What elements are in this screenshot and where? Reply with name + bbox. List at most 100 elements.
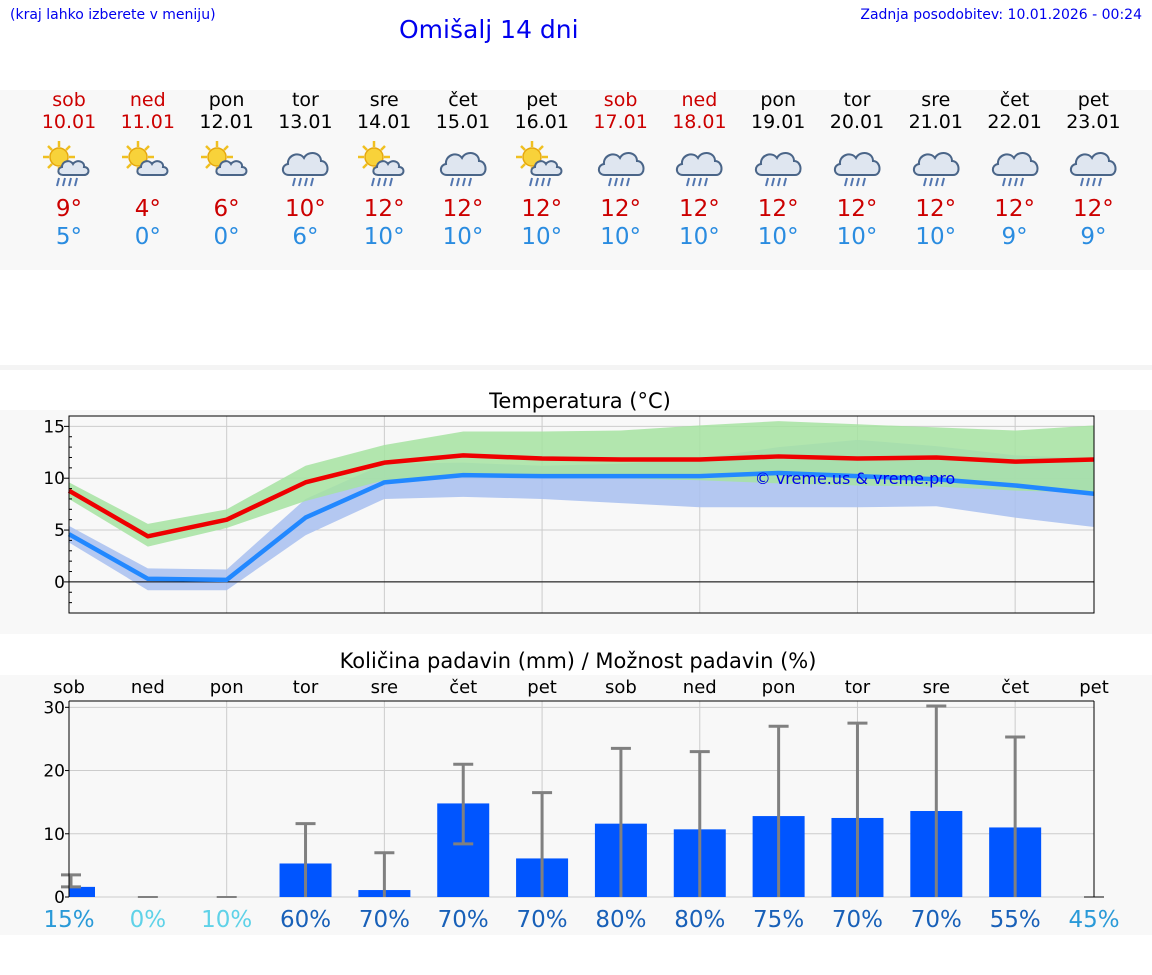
temp-min: 9° xyxy=(1001,224,1028,250)
day-column: sob 17.01 12° 10° xyxy=(581,89,660,251)
precip-probability: 0% xyxy=(130,907,167,933)
day-date: 10.01 xyxy=(41,111,97,133)
precip-day-label: sob xyxy=(53,677,85,698)
precip-probability: 80% xyxy=(674,907,725,933)
day-name: pet xyxy=(1077,89,1109,111)
precip-tick-label: 0 xyxy=(54,888,65,908)
day-date: 23.01 xyxy=(1066,111,1121,133)
precipitation-title: Količina padavin (mm) / Možnost padavin … xyxy=(340,649,817,673)
temp-min: 10° xyxy=(442,224,484,250)
day-name: pet xyxy=(526,89,558,111)
precip-probability: 80% xyxy=(595,907,646,933)
cloud-rain-icon xyxy=(896,137,975,193)
day-date: 12.01 xyxy=(199,111,254,133)
precip-probability: 55% xyxy=(990,907,1041,933)
sun-cloud-rain-icon xyxy=(345,137,424,193)
day-column: tor 13.01 10° 6° xyxy=(266,89,345,251)
temp-max: 12° xyxy=(600,196,641,222)
day-name: sob xyxy=(603,89,638,111)
location-hint[interactable]: (kraj lahko izberete v meniju) xyxy=(10,7,216,23)
temp-max: 9° xyxy=(55,196,83,222)
cloud-rain-icon xyxy=(818,137,897,193)
temperature-title: Temperatura (°C) xyxy=(488,389,671,413)
day-name: ned xyxy=(129,89,166,111)
day-column: pet 23.01 12° 9° xyxy=(1054,89,1133,251)
precip-day-label: pet xyxy=(1079,677,1109,698)
precip-day-label: ned xyxy=(683,677,717,698)
page-title: Omišalj 14 dni xyxy=(399,15,579,44)
temp-min: 6° xyxy=(292,224,319,250)
day-date: 22.01 xyxy=(987,111,1042,133)
temp-max: 4° xyxy=(134,196,161,222)
temp-min: 10° xyxy=(915,224,957,250)
day-column: čet 15.01 12° 10° xyxy=(424,89,503,251)
min-temp-line xyxy=(67,470,1095,583)
day-column: pon 19.01 12° 10° xyxy=(739,89,818,251)
sun-cloud-rain-icon xyxy=(30,137,109,193)
day-name: pon xyxy=(208,89,245,111)
temp-min: 5° xyxy=(55,224,83,250)
cloud-rain-icon xyxy=(424,137,503,193)
temp-tick-label: 15 xyxy=(43,417,65,437)
day-date: 14.01 xyxy=(356,111,412,133)
cloud-rain-icon xyxy=(581,137,660,193)
sun-cloud-icon xyxy=(187,137,266,193)
temp-tick-label: 5 xyxy=(54,521,65,541)
precip-tick-label: 30 xyxy=(43,698,65,718)
precip-probability: 70% xyxy=(911,907,962,933)
temp-max: 12° xyxy=(757,196,799,222)
precip-probability: 75% xyxy=(753,907,804,933)
temp-max: 12° xyxy=(363,196,405,222)
day-column: tor 20.01 12° 10° xyxy=(818,89,897,251)
day-name: pon xyxy=(760,89,797,111)
temp-max: 12° xyxy=(679,196,720,222)
temp-max: 10° xyxy=(285,196,326,222)
temp-max: 12° xyxy=(836,196,878,222)
temp-min: 9° xyxy=(1080,224,1107,250)
precip-probability: 70% xyxy=(359,907,410,933)
day-column: pet 16.01 12° 10° xyxy=(502,89,581,251)
day-date: 11.01 xyxy=(120,111,175,133)
day-date: 20.01 xyxy=(829,111,885,133)
day-name: sre xyxy=(921,89,951,111)
precip-day-label: čet xyxy=(1001,677,1029,698)
temperature-chart: Temperatura (°C) © vreme.us & vreme.pro 0 5… xyxy=(43,389,1095,614)
temperature-frame xyxy=(68,415,1095,614)
forecast-band xyxy=(0,90,1152,270)
precipitation-chart: Količina padavin (mm) / Možnost padavin … xyxy=(43,649,1119,933)
temp-min: 10° xyxy=(521,224,563,250)
day-column: čet 22.01 12° 9° xyxy=(975,89,1054,251)
precip-day-label: čet xyxy=(449,677,477,698)
day-date: 18.01 xyxy=(672,111,727,133)
cloud-rain-icon xyxy=(660,137,739,193)
precip-day-label: pon xyxy=(762,677,796,698)
day-column: ned 18.01 12° 10° xyxy=(660,89,739,251)
day-name: čet xyxy=(448,89,478,111)
day-column: pon 12.01 6° 0° xyxy=(187,89,266,251)
precip-day-label: sre xyxy=(923,677,950,698)
temp-tick-label: 10 xyxy=(43,469,65,489)
precip-tick-label: 10 xyxy=(43,825,65,845)
precip-day-label: ned xyxy=(131,677,165,698)
temp-max: 12° xyxy=(1073,196,1114,222)
temp-min: 0° xyxy=(213,224,240,250)
temp-max: 12° xyxy=(521,196,563,222)
max-temp-line xyxy=(67,453,1095,539)
day-date: 19.01 xyxy=(750,111,806,133)
precip-probability: 15% xyxy=(43,907,94,933)
temp-min: 10° xyxy=(757,224,799,250)
precip-tick-label: 20 xyxy=(43,762,65,782)
precip-bar xyxy=(69,886,95,897)
temp-max: 12° xyxy=(915,196,957,222)
temp-tick-label: 0 xyxy=(54,573,65,593)
day-date: 13.01 xyxy=(278,111,333,133)
cloud-rain-icon xyxy=(1054,137,1133,193)
day-date: 15.01 xyxy=(435,111,491,133)
precip-day-label: tor xyxy=(293,677,319,698)
precip-day-label: sre xyxy=(371,677,398,698)
precip-probability: 70% xyxy=(438,907,489,933)
temp-min: 0° xyxy=(134,224,161,250)
day-name: sre xyxy=(369,89,399,111)
cloud-rain-icon xyxy=(739,137,818,193)
